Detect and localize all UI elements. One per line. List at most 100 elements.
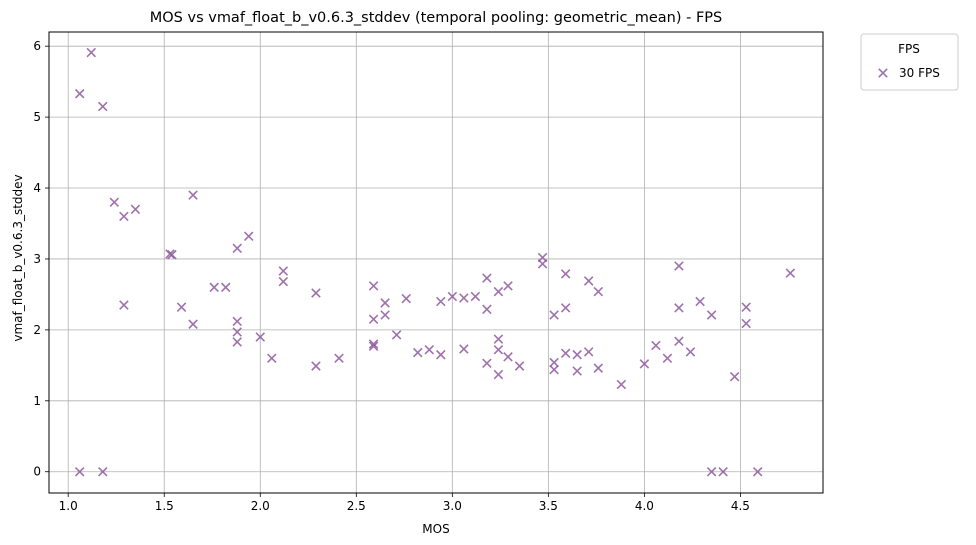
point-stroke bbox=[593, 286, 604, 297]
data-point bbox=[639, 359, 650, 369]
point-stroke bbox=[436, 296, 446, 307]
point-stroke bbox=[368, 314, 379, 325]
point-stroke bbox=[583, 347, 594, 357]
data-point bbox=[752, 466, 763, 477]
point-stroke bbox=[380, 298, 390, 308]
data-point bbox=[98, 101, 108, 112]
point-stroke bbox=[412, 347, 423, 358]
point-stroke bbox=[549, 357, 559, 368]
data-point bbox=[514, 361, 525, 371]
point-stroke bbox=[593, 363, 604, 373]
data-point bbox=[674, 336, 684, 346]
y-tick-label: 3 bbox=[33, 252, 41, 266]
y-tick-label: 1 bbox=[33, 394, 41, 408]
point-stroke bbox=[706, 310, 717, 320]
data-point bbox=[459, 293, 469, 303]
data-point bbox=[380, 298, 390, 308]
point-stroke bbox=[674, 336, 684, 346]
data-point bbox=[209, 282, 219, 293]
data-point bbox=[74, 466, 85, 477]
data-point bbox=[74, 88, 85, 99]
chart-title: MOS vs vmaf_float_b_v0.6.3_stddev (tempo… bbox=[150, 10, 723, 26]
point-stroke bbox=[695, 296, 705, 307]
data-point bbox=[482, 304, 492, 315]
point-stroke bbox=[98, 466, 108, 477]
point-stroke bbox=[86, 47, 97, 58]
data-point bbox=[368, 281, 379, 291]
point-stroke bbox=[232, 243, 242, 254]
point-stroke bbox=[436, 349, 446, 360]
data-point bbox=[130, 204, 141, 215]
point-stroke bbox=[729, 371, 740, 382]
data-point bbox=[368, 314, 379, 325]
plot-area-frame bbox=[48, 31, 824, 494]
x-tick-label: 1.5 bbox=[155, 499, 174, 513]
data-point bbox=[662, 353, 673, 364]
data-point bbox=[188, 319, 198, 329]
point-stroke bbox=[255, 332, 266, 342]
data-point bbox=[593, 363, 604, 373]
data-point bbox=[572, 349, 582, 360]
point-stroke bbox=[549, 310, 559, 320]
x-tick-label: 2.5 bbox=[347, 499, 366, 513]
legend-title: FPS bbox=[898, 42, 920, 56]
x-axis-label: MOS bbox=[422, 522, 449, 536]
x-tick-label: 4.0 bbox=[635, 499, 654, 513]
point-stroke bbox=[651, 340, 661, 351]
point-stroke bbox=[278, 266, 289, 276]
point-stroke bbox=[368, 339, 379, 349]
data-point bbox=[718, 466, 728, 477]
point-stroke bbox=[176, 302, 187, 312]
data-point bbox=[685, 347, 696, 357]
point-stroke bbox=[368, 281, 379, 291]
y-tick-label: 6 bbox=[33, 39, 41, 53]
data-point bbox=[334, 353, 344, 364]
data-point bbox=[470, 291, 481, 302]
point-stroke bbox=[188, 190, 198, 200]
data-point bbox=[119, 300, 129, 310]
point-stroke bbox=[470, 291, 481, 302]
data-point bbox=[176, 302, 187, 312]
data-point bbox=[278, 266, 289, 276]
point-stroke bbox=[232, 316, 242, 327]
point-stroke bbox=[165, 249, 175, 259]
data-point bbox=[482, 273, 492, 283]
data-point bbox=[436, 296, 446, 307]
data-point bbox=[424, 344, 435, 355]
point-stroke bbox=[311, 288, 321, 298]
point-stroke bbox=[401, 293, 411, 304]
data-point bbox=[232, 327, 242, 337]
data-point bbox=[560, 348, 571, 359]
point-stroke bbox=[493, 334, 504, 344]
data-points bbox=[74, 47, 796, 477]
point-stroke bbox=[368, 341, 379, 351]
point-stroke bbox=[74, 466, 85, 477]
data-point bbox=[86, 47, 97, 58]
data-point bbox=[401, 293, 411, 304]
legend: FPS 30 FPS bbox=[860, 33, 959, 91]
data-point bbox=[267, 353, 277, 364]
point-stroke bbox=[447, 291, 458, 302]
data-point bbox=[165, 249, 175, 259]
point-stroke bbox=[167, 249, 177, 260]
point-stroke bbox=[493, 344, 504, 355]
data-point bbox=[560, 269, 571, 279]
point-stroke bbox=[493, 369, 504, 380]
data-point bbox=[706, 466, 717, 477]
point-stroke bbox=[674, 303, 684, 313]
point-stroke bbox=[674, 261, 684, 271]
data-point bbox=[98, 466, 108, 477]
data-point bbox=[232, 337, 242, 347]
point-stroke bbox=[706, 466, 717, 477]
data-point bbox=[560, 303, 571, 313]
point-stroke bbox=[482, 304, 492, 315]
data-point bbox=[785, 268, 796, 278]
point-stroke bbox=[424, 344, 435, 355]
data-point bbox=[380, 310, 390, 320]
x-tick-label: 1.0 bbox=[59, 499, 78, 513]
point-stroke bbox=[493, 286, 504, 297]
data-point bbox=[493, 286, 504, 297]
data-point bbox=[255, 332, 266, 342]
